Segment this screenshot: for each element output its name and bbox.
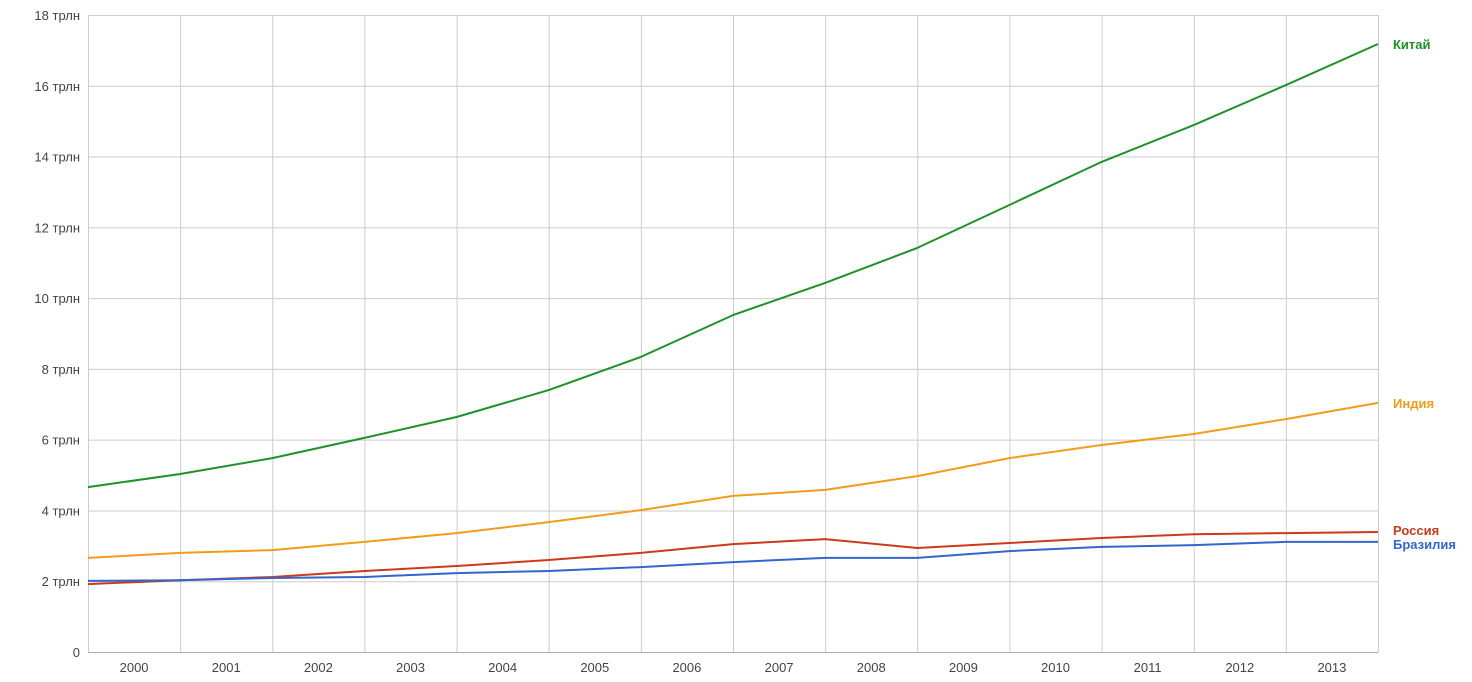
y-axis-ticks: 0 2 трлн 4 трлн 6 трлн 8 трлн 10 трлн 12 трлн 1…	[34, 8, 80, 660]
series-lines	[87, 43, 1379, 586]
series-label: Бразилия	[1393, 537, 1456, 552]
y-tick-label: 18 трлн	[34, 8, 80, 23]
grid	[88, 15, 1379, 653]
x-tick-label: 2000	[120, 660, 149, 675]
x-tick-label: 2008	[857, 660, 886, 675]
series-label: Россия	[1393, 523, 1439, 538]
series-label: Индия	[1393, 396, 1434, 411]
x-tick-label: 2010	[1041, 660, 1070, 675]
x-tick-label: 2005	[580, 660, 609, 675]
series-line-2	[87, 531, 1379, 586]
y-tick-label: 4 трлн	[42, 503, 80, 518]
x-tick-label: 2007	[765, 660, 794, 675]
y-tick-label: 0	[73, 645, 80, 660]
y-tick-label: 8 трлн	[42, 362, 80, 377]
series-line-3	[87, 540, 1378, 582]
y-tick-label: 12 трлн	[34, 220, 80, 235]
x-tick-label: 2009	[949, 660, 978, 675]
series-line-0	[87, 43, 1379, 489]
x-tick-label: 2004	[488, 660, 517, 675]
x-tick-label: 2012	[1225, 660, 1254, 675]
series-label: Китай	[1393, 37, 1431, 52]
x-tick-label: 2006	[672, 660, 701, 675]
y-tick-label: 10 трлн	[34, 291, 80, 306]
x-tick-label: 2003	[396, 660, 425, 675]
x-axis-ticks: 2000 2001 2002 2003 2004 2005 2006 2007 2008 2009…	[120, 660, 1347, 675]
x-tick-label: 2002	[304, 660, 333, 675]
y-tick-label: 2 трлн	[42, 574, 80, 589]
series-line-1	[87, 401, 1379, 559]
x-tick-label: 2001	[212, 660, 241, 675]
y-tick-label: 16 трлн	[34, 79, 80, 94]
y-tick-label: 6 трлн	[42, 433, 80, 448]
x-tick-label: 2013	[1317, 660, 1346, 675]
x-tick-label: 2011	[1134, 660, 1162, 675]
y-tick-label: 14 трлн	[34, 150, 80, 165]
